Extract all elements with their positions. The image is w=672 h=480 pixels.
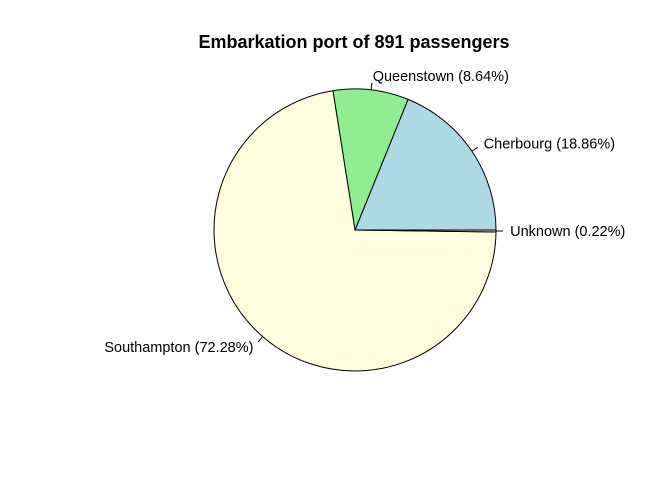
- pie-label-2: Southampton (72.28%): [104, 340, 253, 356]
- pie-label-tick-2: [257, 336, 264, 343]
- chart-title: Embarkation port of 891 passengers: [198, 32, 509, 52]
- pie-slices: [213, 88, 497, 372]
- pie-label-tick-1: [370, 82, 373, 90]
- pie-slice-2: [213, 90, 497, 372]
- pie-label-1: Queenstown (8.64%): [373, 69, 509, 85]
- pie-labels: Cherbourg (18.86%) Queenstown (8.64%) Sout…: [104, 69, 625, 356]
- pie-label-tick-0: [471, 146, 479, 152]
- pie-slice-0: [354, 98, 497, 231]
- pie-label-3: Unknown (0.22%): [510, 224, 625, 240]
- pie-label-0: Cherbourg (18.86%): [484, 136, 615, 152]
